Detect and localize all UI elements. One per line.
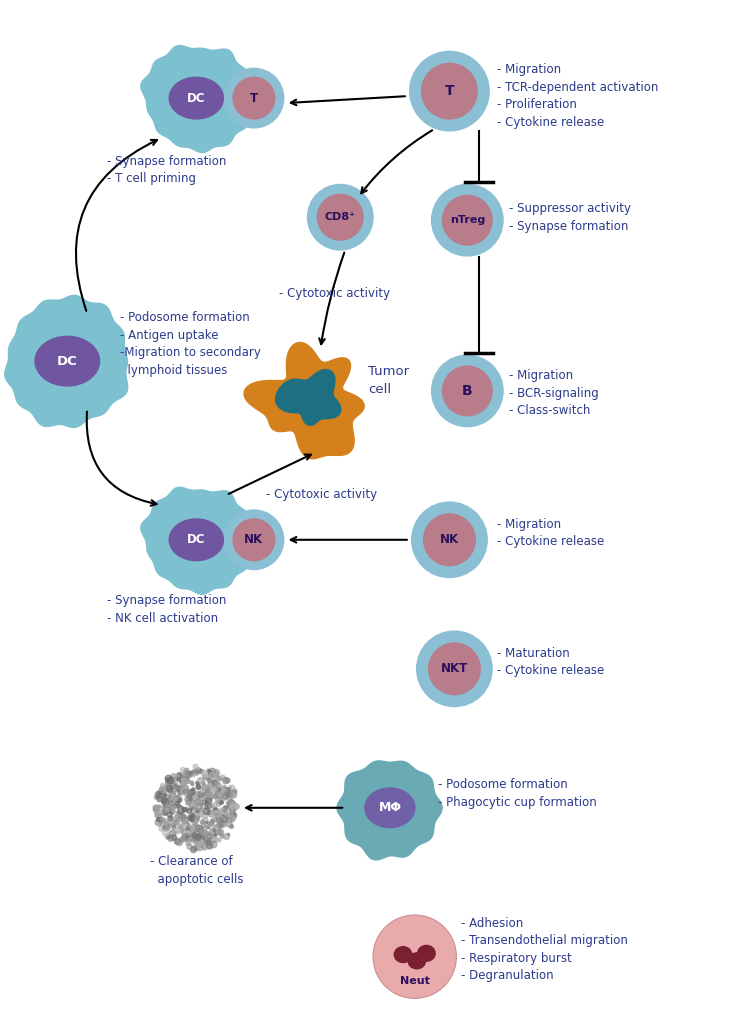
Ellipse shape — [169, 519, 224, 560]
Circle shape — [307, 184, 373, 250]
Text: - Adhesion
- Transendothelial migration
- Respiratory burst
- Degranulation: - Adhesion - Transendothelial migration … — [461, 916, 629, 982]
Ellipse shape — [365, 788, 415, 827]
Text: Neut: Neut — [400, 976, 430, 986]
Text: DC: DC — [187, 534, 206, 546]
Text: nTreg: nTreg — [450, 215, 485, 225]
Circle shape — [410, 51, 489, 131]
Text: - Podosome formation
- Antigen uptake
-Migration to secondary
  lymphoid tissues: - Podosome formation - Antigen uptake -M… — [120, 311, 261, 377]
Circle shape — [412, 502, 487, 578]
Circle shape — [224, 510, 284, 569]
Polygon shape — [141, 487, 249, 594]
Circle shape — [432, 184, 503, 256]
Polygon shape — [141, 46, 249, 153]
Ellipse shape — [408, 953, 426, 969]
Text: DC: DC — [187, 91, 206, 104]
Circle shape — [233, 519, 275, 560]
Text: MΦ: MΦ — [379, 802, 401, 814]
Circle shape — [429, 643, 480, 694]
Text: T: T — [250, 91, 258, 104]
Circle shape — [442, 367, 492, 416]
Polygon shape — [337, 761, 442, 860]
Circle shape — [417, 631, 492, 707]
Text: - Cytotoxic activity: - Cytotoxic activity — [279, 287, 390, 300]
Circle shape — [442, 196, 492, 245]
Ellipse shape — [35, 336, 100, 386]
Text: - Synapse formation
- NK cell activation: - Synapse formation - NK cell activation — [107, 594, 226, 625]
Polygon shape — [244, 342, 364, 459]
Text: NKT: NKT — [441, 663, 468, 676]
Circle shape — [318, 195, 363, 240]
Text: B: B — [462, 384, 472, 398]
Text: - Migration
- TCR-dependent activation
- Proliferation
- Cytokine release: - Migration - TCR-dependent activation -… — [497, 63, 659, 129]
Text: - Suppressor activity
- Synapse formation: - Suppressor activity - Synapse formatio… — [509, 203, 631, 232]
Text: NK: NK — [244, 534, 264, 546]
Text: NK: NK — [440, 534, 459, 546]
Circle shape — [373, 915, 457, 998]
Text: CD8⁺: CD8⁺ — [324, 212, 356, 222]
Text: Tumor
cell: Tumor cell — [368, 366, 409, 396]
Circle shape — [233, 77, 275, 119]
Text: T: T — [445, 84, 454, 98]
Circle shape — [421, 63, 477, 119]
Text: - Cytotoxic activity: - Cytotoxic activity — [266, 488, 377, 501]
Text: - Migration
- BCR-signaling
- Class-switch: - Migration - BCR-signaling - Class-swit… — [509, 369, 599, 417]
Text: - Synapse formation
- T cell priming: - Synapse formation - T cell priming — [107, 155, 226, 185]
Ellipse shape — [169, 77, 224, 119]
Text: - Maturation
- Cytokine release: - Maturation - Cytokine release — [497, 647, 605, 678]
Ellipse shape — [418, 945, 435, 962]
Text: - Podosome formation
- Phagocytic cup formation: - Podosome formation - Phagocytic cup fo… — [438, 778, 596, 809]
Polygon shape — [5, 295, 128, 427]
Circle shape — [224, 69, 284, 128]
Ellipse shape — [394, 946, 412, 963]
Circle shape — [424, 514, 475, 565]
Text: - Migration
- Cytokine release: - Migration - Cytokine release — [497, 518, 605, 549]
Text: - Clearance of
  apoptotic cells: - Clearance of apoptotic cells — [149, 855, 243, 886]
Polygon shape — [276, 370, 341, 425]
Circle shape — [432, 355, 503, 427]
Text: DC: DC — [57, 354, 77, 368]
